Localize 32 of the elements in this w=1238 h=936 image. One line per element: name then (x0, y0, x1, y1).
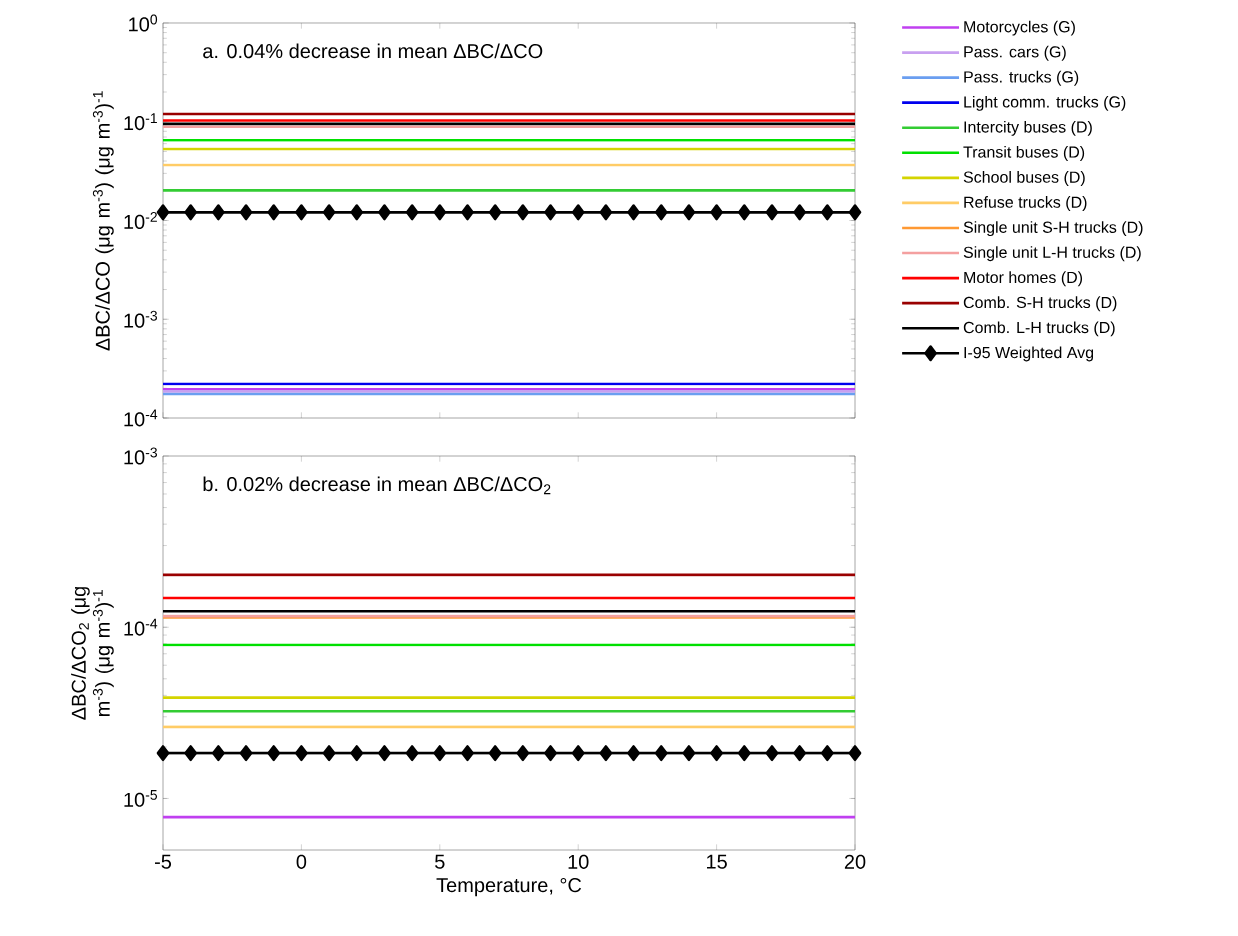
y-tick-label: 10$^{-2}$ (124, 212, 157, 229)
legend-label: School buses (D) (963, 171, 1085, 186)
legend-label: Refuse trucks (D) (964, 196, 1087, 212)
legend-label: I-95 Weighted Avg (964, 346, 1094, 362)
legend-label: Comb. S-H trucks (D) (963, 296, 1117, 312)
x-tick-label: 20 (844, 854, 866, 869)
y-tick-label: 10$^{-3}$ (124, 447, 158, 465)
y-tick-label: 10$^{-4}$ (124, 618, 158, 636)
y-tick-label: 10$^{-4}$ (124, 409, 158, 427)
x-tick-label: 10 (568, 854, 589, 869)
annotation: a. 0.04% decrease in mean ΔBC/ΔCO (203, 43, 543, 59)
legend-label: Motor homes (D) (964, 271, 1083, 287)
y-axis-title: ΔBC/ΔCO (μg m$^{-3}$) (μg m$^{-3}$)$^{-1}$ (92, 91, 114, 351)
y-tick-label: 10$^{-3}$ (124, 310, 158, 328)
legend-label: Transit buses (D) (963, 146, 1085, 161)
annotation: b. 0.02% decrease in mean ΔBC/ΔCO$_{2}$ (203, 476, 551, 495)
legend-label: Light comm. trucks (G) (964, 95, 1126, 111)
y-tick-label: 10$^{0}$ (129, 14, 158, 32)
x-tick-label: 15 (707, 854, 727, 869)
legend-label: Motorcycles (G) (964, 20, 1075, 36)
legend-label: Single unit L-H trucks (D) (963, 246, 1141, 262)
y-tick-label: 10$^{-1}$ (124, 113, 157, 131)
x-tick-label: 5 (435, 854, 445, 869)
legend-label: Intercity buses (D) (964, 120, 1092, 136)
x-axis-title: Temperature, °C (436, 878, 582, 897)
x-tick-label: -5 (154, 854, 172, 869)
legend-label: Pass. cars (G) (964, 45, 1066, 61)
legend-label: Pass. trucks (G) (964, 70, 1079, 86)
y-tick-label: 10$^{-5}$ (124, 790, 158, 807)
legend-label: Single unit S-H trucks (D) (963, 221, 1143, 237)
legend-label: Comb. L-H trucks (D) (963, 321, 1115, 337)
x-tick-label: 0 (296, 854, 307, 869)
